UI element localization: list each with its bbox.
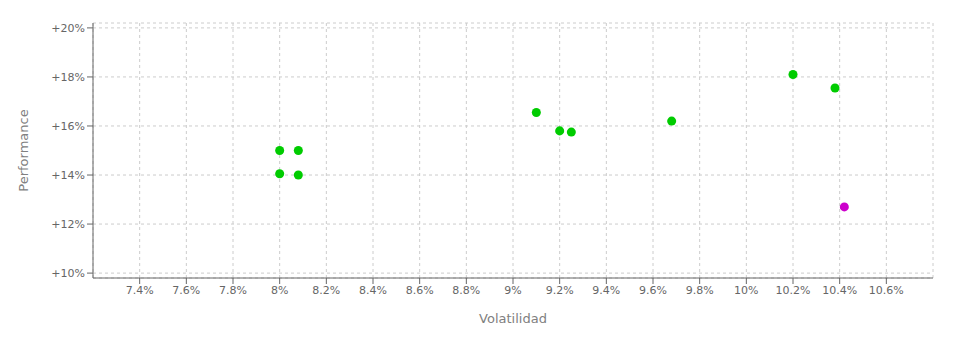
- svg-text:8.6%: 8.6%: [406, 284, 434, 297]
- svg-text:10.6%: 10.6%: [869, 284, 904, 297]
- svg-text:7.4%: 7.4%: [126, 284, 154, 297]
- svg-text:+16%: +16%: [51, 120, 85, 133]
- svg-text:10.4%: 10.4%: [822, 284, 857, 297]
- svg-text:8.8%: 8.8%: [452, 284, 480, 297]
- svg-text:9%: 9%: [504, 284, 521, 297]
- svg-text:Performance: Performance: [16, 109, 31, 191]
- svg-text:+12%: +12%: [51, 218, 85, 231]
- svg-text:Volatilidad: Volatilidad: [479, 311, 547, 326]
- svg-text:9.8%: 9.8%: [686, 284, 714, 297]
- svg-text:8.2%: 8.2%: [312, 284, 340, 297]
- svg-text:+18%: +18%: [51, 71, 85, 84]
- svg-text:7.6%: 7.6%: [172, 284, 200, 297]
- svg-text:8.4%: 8.4%: [359, 284, 387, 297]
- svg-text:8%: 8%: [271, 284, 288, 297]
- svg-text:9.6%: 9.6%: [639, 284, 667, 297]
- svg-text:+10%: +10%: [51, 267, 85, 280]
- svg-text:+20%: +20%: [51, 22, 85, 35]
- svg-text:7.8%: 7.8%: [219, 284, 247, 297]
- svg-text:10.2%: 10.2%: [776, 284, 811, 297]
- svg-text:+14%: +14%: [51, 169, 85, 182]
- svg-text:10%: 10%: [734, 284, 758, 297]
- svg-text:9.4%: 9.4%: [592, 284, 620, 297]
- svg-text:9.2%: 9.2%: [546, 284, 574, 297]
